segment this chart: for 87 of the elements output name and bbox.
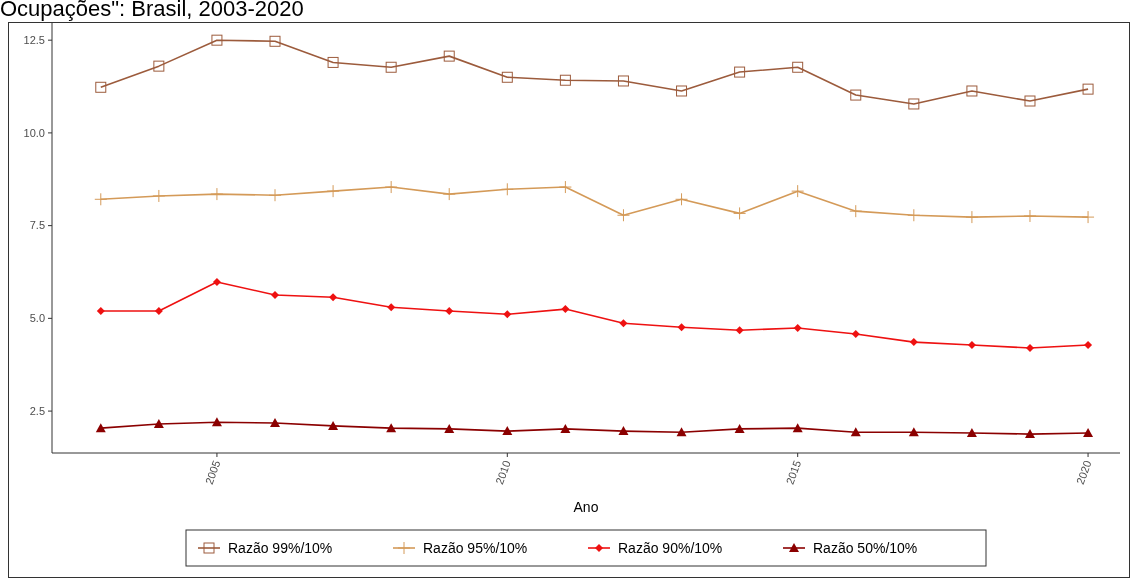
point [558, 180, 572, 194]
point [502, 426, 513, 436]
legend-label: Razão 99%/10% [228, 539, 333, 556]
point [445, 306, 454, 315]
legend-label: Razão 95%/10% [423, 539, 528, 556]
point [734, 66, 746, 78]
point [1024, 95, 1036, 107]
point [618, 426, 629, 436]
point [1081, 210, 1095, 224]
point [96, 306, 105, 315]
point [793, 324, 802, 332]
point [154, 306, 163, 315]
y-tick-label: 12.5 [23, 34, 45, 47]
point [907, 208, 921, 222]
y-tick-label: 5.0 [29, 312, 45, 325]
point [385, 61, 397, 73]
point [965, 210, 979, 224]
point [561, 305, 570, 314]
x-tick-label: 2015 [783, 458, 804, 487]
point [326, 184, 340, 198]
point [967, 341, 976, 350]
point [94, 192, 108, 206]
point [327, 56, 339, 68]
point [735, 326, 744, 335]
point [210, 187, 224, 201]
point [619, 319, 628, 328]
point [1082, 83, 1094, 95]
point [966, 427, 977, 437]
point [152, 189, 166, 203]
point [329, 293, 338, 302]
point [387, 303, 396, 312]
point [443, 50, 455, 62]
point [909, 338, 918, 347]
y-tick-label: 10.0 [23, 126, 45, 139]
point [212, 278, 221, 287]
legend-label: Razão 50%/10% [813, 539, 918, 556]
point [677, 323, 686, 332]
point [1023, 209, 1037, 223]
point [676, 85, 688, 97]
point [1083, 427, 1094, 437]
point [153, 419, 164, 429]
point [675, 192, 689, 206]
point [503, 310, 512, 319]
point [559, 74, 571, 86]
point [792, 61, 804, 73]
point [95, 423, 106, 433]
point [1084, 341, 1093, 350]
y-tick-label: 2.5 [29, 404, 45, 417]
point [153, 60, 165, 72]
point [617, 75, 629, 87]
point [268, 188, 282, 202]
point [791, 184, 805, 198]
point [850, 89, 862, 101]
point [384, 180, 398, 194]
chart-title: Ocupações": Brasil, 2003-2020 [0, 0, 304, 21]
point [211, 34, 223, 46]
point [1025, 344, 1034, 353]
point [271, 290, 280, 299]
point [734, 423, 745, 433]
y-tick-label: 7.5 [29, 219, 45, 232]
point [386, 423, 397, 433]
point [270, 417, 281, 427]
point [908, 98, 920, 110]
point [851, 329, 860, 338]
point [442, 187, 456, 201]
point [328, 420, 339, 430]
point [850, 427, 861, 437]
legend-label: Razão 90%/10% [618, 539, 723, 556]
point [849, 204, 863, 218]
point [616, 208, 630, 222]
point [269, 35, 281, 47]
point [501, 71, 513, 83]
x-tick-label: 2020 [1073, 458, 1094, 487]
point [676, 427, 687, 437]
point [500, 182, 514, 196]
x-tick-label: 2005 [202, 458, 223, 487]
point [211, 417, 222, 427]
point [966, 85, 978, 97]
point [792, 423, 803, 433]
point [560, 423, 571, 433]
point [95, 81, 107, 93]
point [1024, 429, 1035, 439]
point [733, 206, 747, 220]
x-axis-title: Ano [573, 499, 599, 515]
point [908, 427, 919, 437]
x-tick-label: 2010 [493, 458, 513, 487]
point [444, 423, 455, 433]
